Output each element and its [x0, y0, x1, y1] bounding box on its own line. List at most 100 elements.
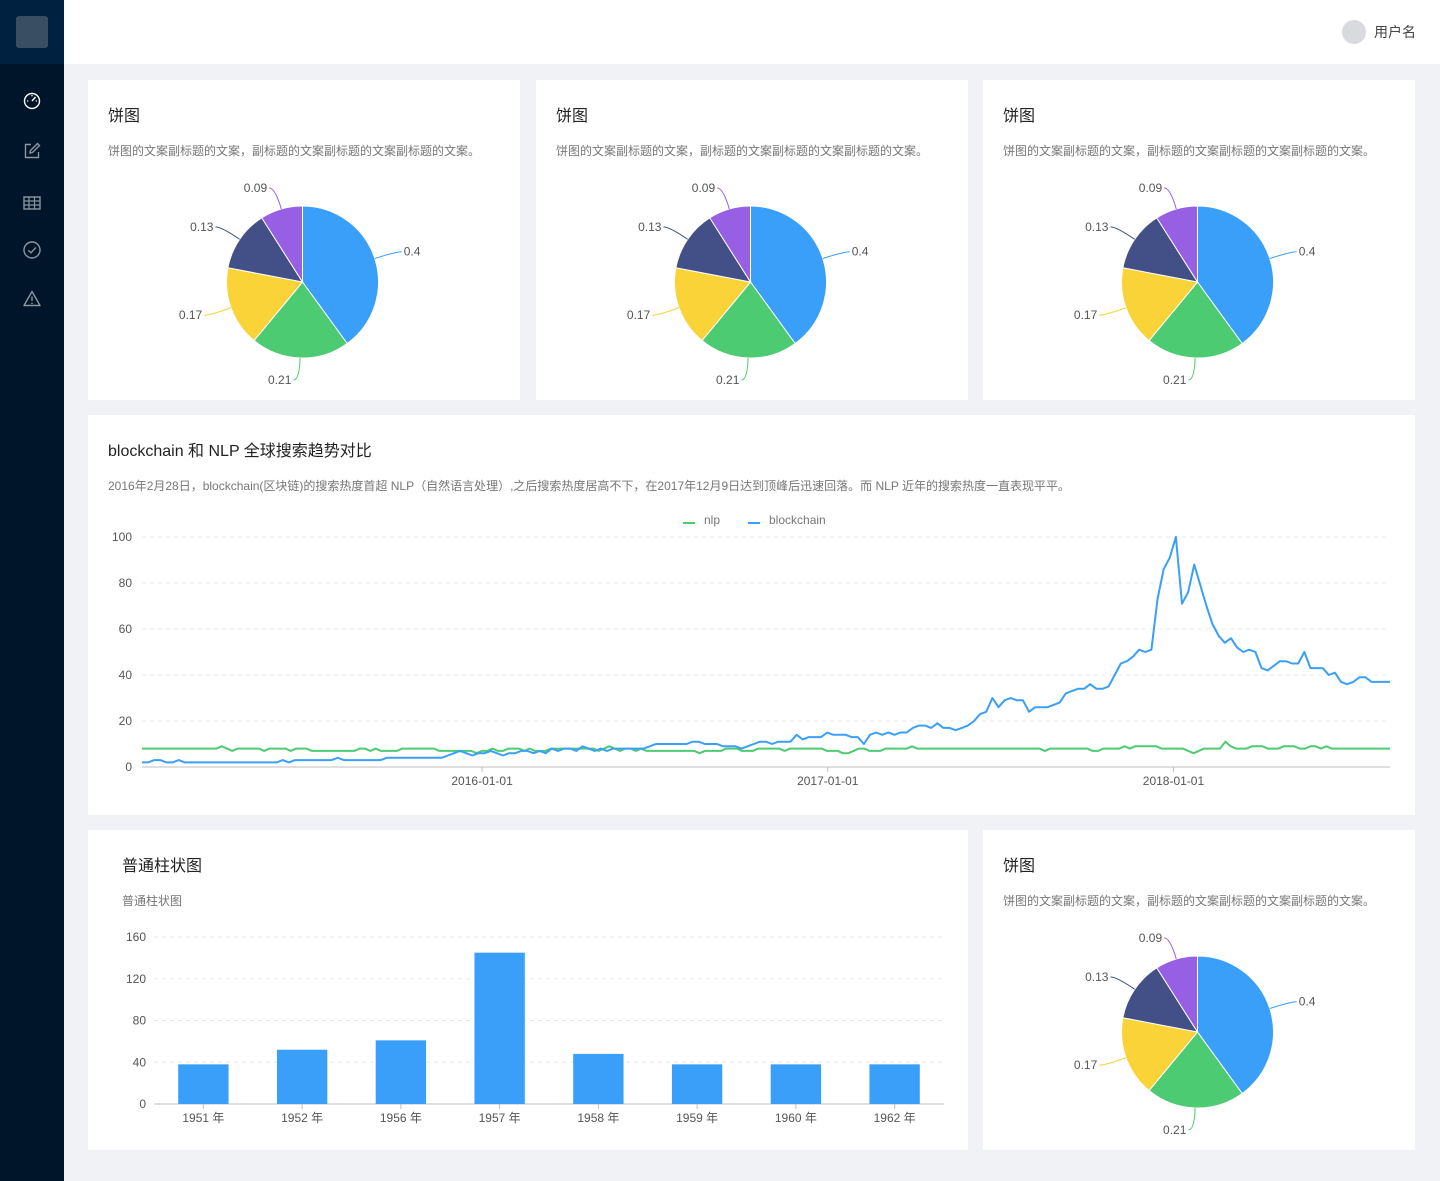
card-subtitle: 2016年2月28日，blockchain(区块链)的搜索热度首超 NLP（自然…	[108, 479, 1070, 493]
pie-slice-0.4[interactable]	[1197, 205, 1274, 345]
series-line-blockchain[interactable]	[142, 536, 1390, 764]
pie-label: 0.4	[1299, 995, 1316, 1009]
legend-label-blockchain[interactable]: blockchain	[769, 513, 826, 527]
pie-slice-0.13[interactable]	[1122, 217, 1199, 283]
card-subtitle: 饼图的文案副标题的文案，副标题的文案副标题的文案副标题的文案。	[1003, 894, 1376, 908]
pie-label-line	[741, 357, 749, 381]
pie-card-1: 饼图 饼图的文案副标题的文案，副标题的文案副标题的文案副标题的文案。 0.4 0.…	[88, 80, 520, 400]
card-subtitle: 饼图的文案副标题的文案，副标题的文案副标题的文案副标题的文案。	[556, 144, 929, 158]
sidebar-item-result[interactable]	[0, 230, 64, 270]
pie-label: 0.21	[268, 373, 292, 387]
card-subtitle: 饼图的文案副标题的文案，副标题的文案副标题的文案副标题的文案。	[108, 144, 481, 158]
pie-label: 0.21	[1163, 1123, 1187, 1137]
pie-label-line	[652, 307, 680, 316]
y-tick-label: 60	[119, 622, 133, 636]
pie-label: 0.13	[1085, 970, 1109, 984]
y-tick-label: 120	[126, 972, 146, 986]
bar[interactable]	[375, 1040, 427, 1104]
y-tick-label: 0	[125, 760, 132, 774]
pie-label-line	[1269, 1001, 1297, 1009]
pie-slice-0.21[interactable]	[1148, 281, 1243, 359]
pie-label: 0.4	[1299, 245, 1316, 259]
sidebar-item-form[interactable]	[0, 131, 64, 171]
x-tick-label: 2016-01-01	[451, 774, 513, 788]
bar-chart-card: 普通柱状图 普通柱状图 0 40 80 120 160 1951 年 1952 年 1956 …	[88, 830, 968, 1150]
username[interactable]: 用户名	[1374, 24, 1416, 40]
avatar[interactable]	[1342, 20, 1366, 44]
pie-label-line	[663, 226, 688, 240]
pie-label: 0.09	[1139, 931, 1163, 945]
pie-label-line	[374, 251, 402, 259]
pie-label-line	[1188, 357, 1196, 381]
bar[interactable]	[770, 1064, 822, 1104]
pie-label: 0.4	[852, 245, 869, 259]
pie-card-4: 饼图 饼图的文案副标题的文案，副标题的文案副标题的文案副标题的文案。 0.4 0.…	[983, 830, 1415, 1150]
y-tick-label: 160	[126, 930, 146, 944]
pie-label: 0.17	[627, 308, 651, 322]
pie-label: 0.4	[404, 245, 421, 259]
pie-slice-0.4[interactable]	[302, 205, 379, 345]
pie-slice-0.13[interactable]	[227, 217, 304, 283]
sidebar-item-dashboard[interactable]	[0, 80, 64, 120]
series-line-nlp[interactable]	[142, 740, 1390, 755]
bar[interactable]	[573, 1053, 624, 1104]
x-tick-label: 1956 年	[380, 1111, 422, 1125]
pie-slice-0.13[interactable]	[1122, 967, 1199, 1033]
pie-slice-0.21[interactable]	[701, 281, 796, 359]
card-title: 饼图	[556, 108, 589, 125]
x-tick-label: 1962 年	[874, 1111, 916, 1125]
pie-label: 0.13	[638, 220, 662, 234]
pie-slice-0.21[interactable]	[1148, 1031, 1243, 1109]
pie-card-2: 饼图 饼图的文案副标题的文案，副标题的文案副标题的文案副标题的文案。 0.4 0.…	[536, 80, 968, 400]
pie-label: 0.17	[179, 308, 203, 322]
pie-slice-0.4[interactable]	[750, 205, 827, 345]
pie-slice-0.13[interactable]	[675, 217, 752, 283]
bar[interactable]	[869, 1064, 920, 1104]
x-tick-label: 2017-01-01	[797, 774, 859, 788]
x-tick-label: 2018-01-01	[1143, 774, 1205, 788]
x-tick-label: 1958 年	[577, 1111, 619, 1125]
bar[interactable]	[671, 1064, 723, 1104]
y-tick-label: 20	[119, 714, 133, 728]
logo-area[interactable]	[0, 0, 64, 64]
header: 用户名	[64, 0, 1440, 64]
pie-label-line	[1188, 1107, 1196, 1131]
pie-label: 0.17	[1074, 1058, 1098, 1072]
card-title: 饼图	[108, 108, 141, 125]
user-menu[interactable]: 用户名	[1342, 20, 1416, 44]
card-title: 饼图	[1003, 858, 1036, 875]
logo[interactable]	[16, 16, 48, 48]
sidebar	[0, 0, 64, 1181]
y-tick-label: 100	[112, 530, 132, 544]
pie-card-3: 饼图 饼图的文案副标题的文案，副标题的文案副标题的文案副标题的文案。 0.4 0.…	[983, 80, 1415, 400]
bar[interactable]	[276, 1049, 328, 1104]
y-tick-label: 80	[119, 576, 133, 590]
pie-label-line	[1110, 976, 1135, 990]
bar[interactable]	[474, 952, 525, 1104]
edit-icon	[24, 142, 41, 159]
x-tick-label: 1959 年	[676, 1111, 718, 1125]
pie-label-line	[269, 187, 282, 210]
check-circle-icon	[23, 241, 41, 259]
x-tick-label: 1951 年	[182, 1111, 224, 1125]
pie-label: 0.21	[716, 373, 740, 387]
y-tick-label: 40	[133, 1055, 147, 1069]
y-tick-label: 0	[139, 1097, 146, 1111]
table-icon	[23, 196, 41, 210]
x-tick-label: 1952 年	[281, 1111, 323, 1125]
card-subtitle: 普通柱状图	[122, 894, 183, 908]
pie-label-line	[1269, 251, 1297, 259]
pie-label-line	[1164, 187, 1177, 210]
pie-chart: 0.4 0.21 0.17 0.13 0.09	[627, 181, 869, 387]
sidebar-item-exception[interactable]	[0, 279, 64, 319]
sidebar-item-table[interactable]	[0, 183, 64, 223]
pie-label-line	[717, 187, 730, 210]
pie-slice-0.4[interactable]	[1197, 955, 1274, 1095]
pie-label-line	[215, 226, 240, 240]
pie-slice-0.21[interactable]	[253, 281, 348, 359]
dashboard-icon	[23, 92, 41, 110]
pie-label-line	[293, 357, 301, 381]
legend-label-nlp[interactable]: nlp	[704, 513, 720, 527]
card-title: blockchain 和 NLP 全球搜索趋势对比	[108, 443, 372, 460]
bar[interactable]	[178, 1064, 229, 1104]
